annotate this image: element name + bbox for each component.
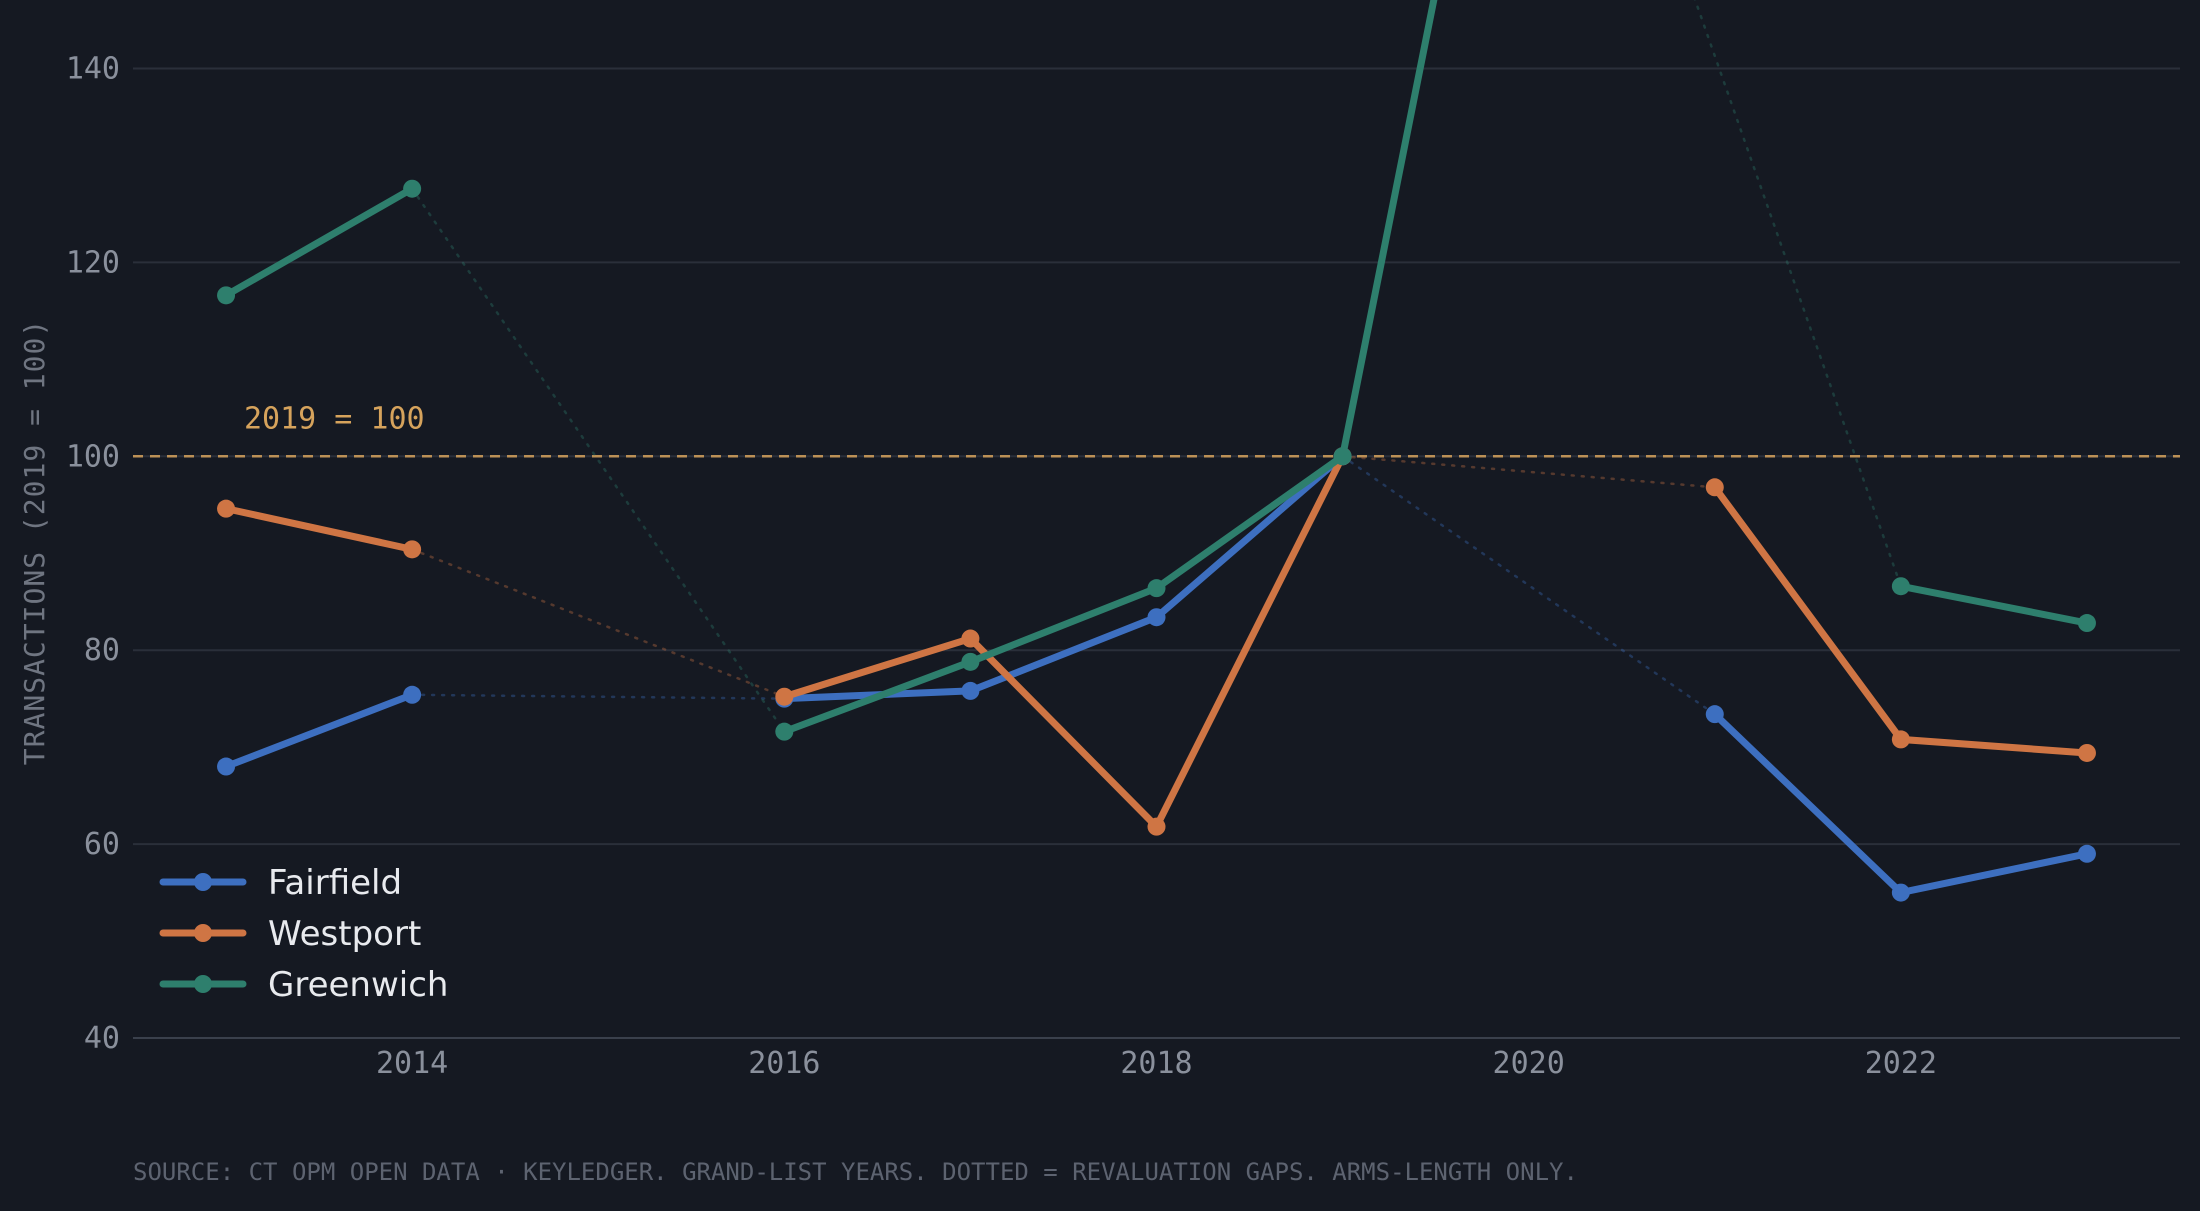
y-tick-label-80: 80 <box>84 633 120 668</box>
gap-connector-greenwich-4 <box>410 187 786 733</box>
data-point-greenwich-2019 <box>1333 447 1352 466</box>
series-line-westport-0 <box>222 505 416 553</box>
series-line-fairfield-0 <box>222 691 416 771</box>
x-tick-label-2020: 2020 <box>1493 1046 1565 1081</box>
reference-line-label: 2019 = 100 <box>244 401 425 436</box>
source-note: SOURCE: CT OPM OPEN DATA · KEYLEDGER. GR… <box>133 1158 1578 1186</box>
data-point-fairfield-2017 <box>961 681 980 700</box>
series-line-fairfield-1 <box>780 452 1347 703</box>
y-tick-label-40: 40 <box>84 1021 120 1056</box>
legend-swatch-marker-westport <box>194 924 212 942</box>
series-westport <box>217 447 2096 836</box>
y-tick-label-100: 100 <box>66 439 120 474</box>
data-point-greenwich-2017 <box>961 652 980 671</box>
tick-label-layer: 40 60 80 100 120 140 2014 2016 2018 2020 2022 <box>66 51 1937 1081</box>
series-line-greenwich-2 <box>1897 582 2091 627</box>
gap-connector-fairfield-1 <box>1341 455 1717 716</box>
data-point-fairfield-2022 <box>1891 883 1910 902</box>
data-point-westport-2021 <box>1705 478 1724 497</box>
data-point-fairfield-2018 <box>1147 608 1166 627</box>
series-greenwich <box>217 0 2096 741</box>
series-line-westport-2 <box>1711 483 2091 757</box>
gap-connector-greenwich-5 <box>1693 0 1903 588</box>
gap-connector-westport-3 <box>1341 455 1717 489</box>
data-point-westport-2023 <box>2077 743 2096 762</box>
y-tick-label-60: 60 <box>84 827 120 862</box>
legend-swatch-marker-greenwich <box>194 975 212 993</box>
data-point-fairfield-2023 <box>2077 844 2096 863</box>
legend-label-westport: Westport <box>268 914 421 954</box>
data-point-westport-2017 <box>961 629 980 648</box>
data-point-greenwich-2018 <box>1147 579 1166 598</box>
gap-connector-westport-2 <box>410 548 786 698</box>
data-point-greenwich-2022 <box>1891 577 1910 596</box>
series-line-westport-1 <box>780 452 1347 831</box>
data-point-greenwich-2013 <box>217 286 236 305</box>
y-tick-label-120: 120 <box>66 245 120 280</box>
legend: Fairfield Westport Greenwich <box>159 863 448 1005</box>
data-point-greenwich-2016 <box>775 722 794 741</box>
data-point-greenwich-2023 <box>2077 614 2096 633</box>
data-point-westport-2016 <box>775 687 794 706</box>
x-tick-label-2014: 2014 <box>376 1046 448 1081</box>
data-point-westport-2013 <box>217 499 236 518</box>
gap-connector-layer <box>410 0 1903 733</box>
data-point-greenwich-2014 <box>403 179 422 198</box>
x-tick-label-2018: 2018 <box>1120 1046 1192 1081</box>
reference-line-layer: 2019 = 100 <box>133 401 2180 458</box>
x-tick-label-2022: 2022 <box>1865 1046 1937 1081</box>
series-line-greenwich-0 <box>222 185 416 299</box>
y-axis-title: TRANSACTIONS (2019 = 100) <box>18 319 51 765</box>
data-point-fairfield-2013 <box>217 757 236 776</box>
x-tick-label-2016: 2016 <box>748 1046 820 1081</box>
legend-label-greenwich: Greenwich <box>268 965 448 1005</box>
legend-label-fairfield: Fairfield <box>268 863 402 903</box>
legend-swatch-marker-fairfield <box>194 873 212 891</box>
data-point-westport-2022 <box>1891 730 1910 749</box>
series-fairfield <box>217 447 2096 902</box>
y-tick-label-140: 140 <box>66 51 120 86</box>
grid-layer <box>133 67 2180 1039</box>
data-point-westport-2018 <box>1147 817 1166 836</box>
gap-connector-fairfield-0 <box>410 693 786 700</box>
series-layer <box>217 0 2096 902</box>
data-point-fairfield-2021 <box>1705 705 1724 724</box>
data-point-westport-2014 <box>403 540 422 559</box>
data-point-fairfield-2014 <box>403 685 422 704</box>
